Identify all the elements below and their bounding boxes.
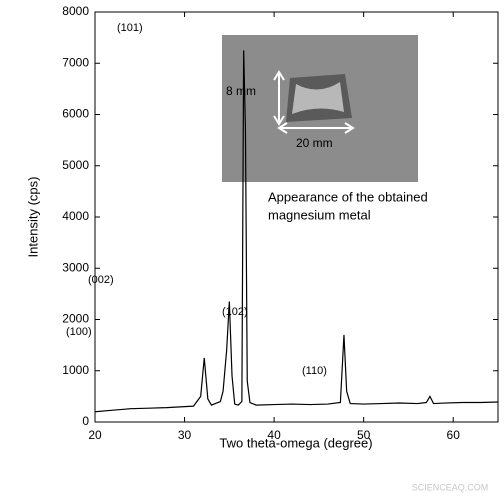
y-tick-label: 1000	[62, 363, 89, 377]
x-tick-label: 60	[447, 428, 461, 442]
peak-label: (101)	[117, 22, 143, 34]
watermark: SCIENCEAQ.COM	[412, 482, 489, 492]
y-tick-label: 8000	[62, 4, 89, 18]
y-tick-label: 5000	[62, 158, 89, 172]
peak-label: (100)	[66, 326, 92, 338]
y-axis-title: Intensity (cps)	[25, 177, 40, 258]
y-tick-label: 4000	[62, 209, 89, 223]
x-tick-label: 50	[357, 428, 371, 442]
inset-width-label: 20 mm	[296, 136, 333, 150]
x-tick-label: 30	[178, 428, 192, 442]
y-tick-label: 3000	[62, 260, 89, 274]
y-tick-label: 7000	[62, 55, 89, 69]
inset-photo	[222, 35, 418, 182]
y-tick-label: 6000	[62, 107, 89, 121]
y-tick-label: 0	[82, 414, 89, 428]
peak-label: (102)	[222, 306, 248, 318]
y-tick-label: 2000	[62, 312, 89, 326]
x-tick-label: 40	[267, 428, 281, 442]
x-axis-title: Two theta-omega (degree)	[219, 435, 372, 450]
x-tick-label: 20	[88, 428, 102, 442]
inset-caption: Appearance of the obtained	[268, 189, 428, 204]
inset-height-label: 8 mm	[226, 84, 256, 98]
peak-label: (110)	[302, 365, 327, 377]
inset-caption: magnesium metal	[268, 207, 371, 222]
data-line	[94, 50, 499, 413]
peak-label: (002)	[88, 274, 114, 286]
